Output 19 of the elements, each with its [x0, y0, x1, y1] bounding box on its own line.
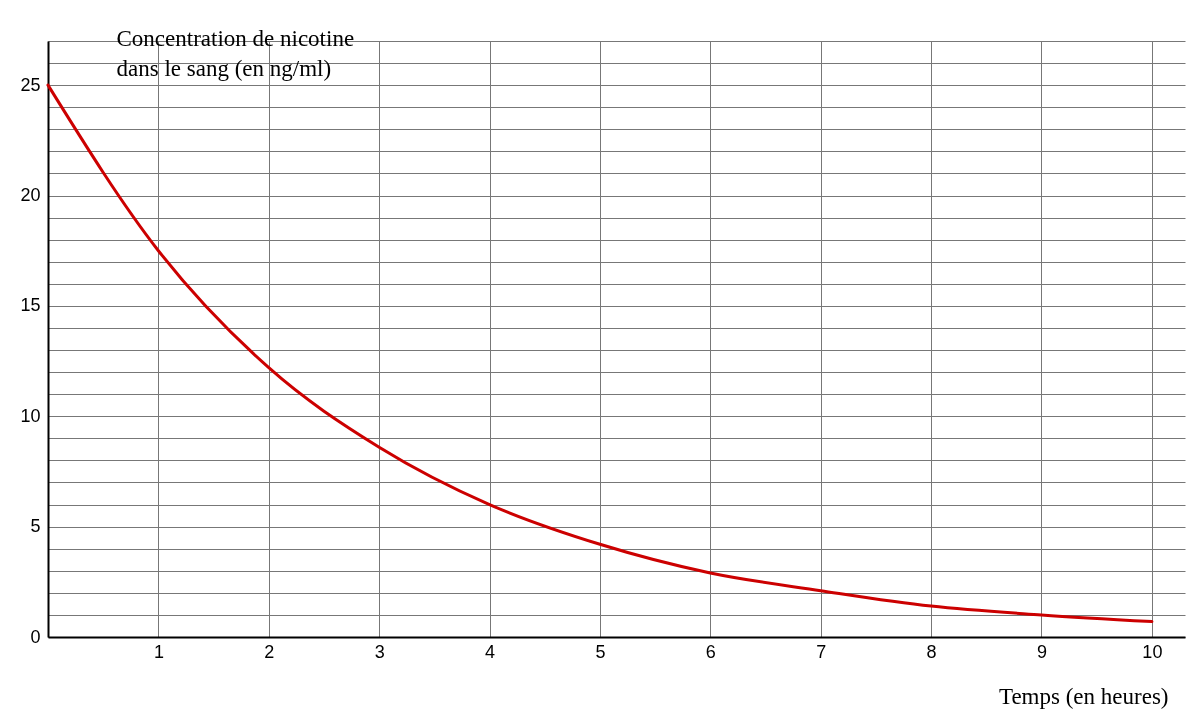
x-tick-label: 8	[926, 641, 937, 662]
y-tick-label: 5	[30, 516, 41, 537]
x-tick-label: 6	[705, 641, 716, 662]
x-tick-label: 4	[485, 641, 496, 662]
x-tick-label: 2	[264, 641, 275, 662]
x-tick-label: 3	[374, 641, 385, 662]
x-tick-label: 10	[1142, 641, 1163, 662]
x-tick-label: 9	[1036, 641, 1047, 662]
y-tick-label: 15	[20, 295, 41, 316]
y-axis-title: Concentration de nicotine dans le sang (en ng/ml)	[116, 25, 355, 81]
y-tick-label: 25	[20, 74, 41, 95]
x-axis-title: Temps (en heures)	[998, 683, 1169, 709]
y-tick-label: 10	[20, 405, 41, 426]
x-tick-label: 5	[595, 641, 606, 662]
x-tick-label: 1	[153, 641, 164, 662]
x-tick-label: 7	[816, 641, 827, 662]
line-series	[46, 83, 1154, 624]
y-tick-label: 20	[20, 185, 41, 206]
y-tick-label: 0	[30, 626, 41, 647]
